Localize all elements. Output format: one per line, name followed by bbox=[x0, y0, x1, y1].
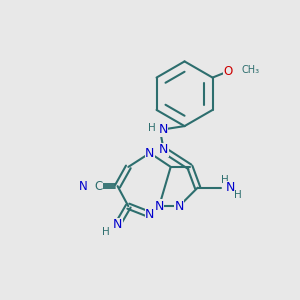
Text: N: N bbox=[145, 146, 154, 160]
Text: H: H bbox=[102, 227, 110, 237]
Text: N: N bbox=[158, 123, 168, 136]
Text: N: N bbox=[159, 143, 168, 157]
Text: H: H bbox=[234, 190, 242, 200]
Text: H: H bbox=[221, 175, 229, 185]
Text: N: N bbox=[175, 200, 184, 213]
Text: N: N bbox=[154, 200, 164, 213]
Text: H: H bbox=[148, 123, 156, 134]
Text: CH₃: CH₃ bbox=[242, 65, 260, 75]
Text: O: O bbox=[223, 65, 232, 78]
Text: C: C bbox=[94, 180, 102, 193]
Text: N: N bbox=[226, 181, 236, 194]
Text: N: N bbox=[145, 208, 154, 221]
Text: N: N bbox=[113, 218, 122, 231]
Text: N: N bbox=[79, 180, 87, 193]
